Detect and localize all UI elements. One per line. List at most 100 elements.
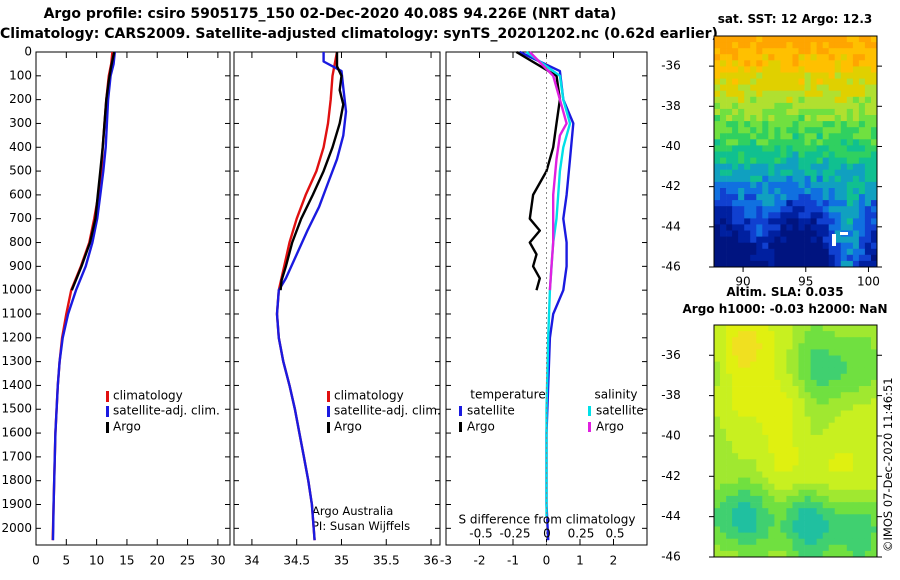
- sla-cell: [786, 471, 793, 478]
- sla-cell: [714, 398, 721, 405]
- sst-cell: [852, 224, 860, 231]
- sla-cell: [714, 428, 721, 436]
- sst-cell: [822, 115, 830, 122]
- sla-cell: [744, 532, 751, 540]
- sst-cell: [871, 54, 878, 61]
- sla-cell: [780, 538, 787, 546]
- sst-cell: [852, 200, 860, 207]
- sla-cell: [714, 447, 721, 454]
- sst-cell: [762, 260, 769, 268]
- sst-cell: [840, 224, 848, 231]
- sst-cell: [750, 242, 757, 250]
- sla-cell: [714, 495, 721, 503]
- legend-temperature-heading: temperature: [470, 388, 545, 402]
- sst-cell: [726, 175, 733, 183]
- sst-y-tick-label: -42: [661, 179, 681, 193]
- sst-cell: [828, 188, 836, 195]
- sla-cell: [720, 495, 727, 503]
- sla-cell: [822, 526, 830, 533]
- sla-cell: [792, 477, 799, 485]
- sla-cell: [750, 459, 757, 466]
- sst-cell: [858, 36, 866, 43]
- sst-cell: [726, 66, 733, 73]
- sla-cell: [804, 502, 811, 509]
- sst-cell: [798, 145, 805, 152]
- sla-cell: [720, 508, 727, 515]
- sst-cell: [871, 230, 878, 237]
- sla-cell: [834, 477, 842, 485]
- sla-cell: [786, 508, 793, 515]
- sla-cell: [864, 392, 872, 399]
- sla-cell: [846, 532, 854, 540]
- sla-cell: [762, 550, 769, 558]
- sst-cell: [822, 248, 830, 256]
- sla-cell: [864, 544, 872, 552]
- sla-cell: [834, 422, 842, 430]
- sla-cell: [738, 544, 745, 552]
- sla-map-title: Altim. SLA: 0.035: [726, 285, 844, 299]
- sst-cell: [726, 36, 733, 43]
- sla-cell: [792, 471, 799, 478]
- sla-cell: [714, 514, 721, 521]
- sla-cell: [738, 508, 745, 515]
- sla-cell: [774, 404, 781, 411]
- sst-cell: [858, 206, 866, 213]
- sla-cell: [744, 526, 751, 533]
- sst-cell: [810, 260, 817, 268]
- sst-cell: [756, 188, 763, 195]
- sst-cell: [816, 96, 823, 104]
- sst-cell: [714, 133, 721, 140]
- sst-cell: [792, 133, 799, 140]
- sst-cell: [840, 218, 848, 225]
- sla-cell: [804, 343, 811, 350]
- legend-label: Argo: [113, 420, 141, 434]
- sla-cell: [792, 532, 799, 540]
- sla-cell: [714, 422, 721, 430]
- sst-cell: [822, 236, 830, 244]
- sst-cell: [828, 54, 836, 61]
- sla-cell: [744, 331, 751, 338]
- sst-cell: [768, 230, 775, 237]
- sla-cell: [834, 550, 842, 558]
- sst-cell: [726, 236, 733, 244]
- sst-y-tick-label: -40: [661, 139, 681, 153]
- sla-cell: [756, 367, 763, 375]
- sst-cell: [798, 206, 805, 213]
- sla-cell: [726, 550, 733, 558]
- sst-cell: [714, 236, 721, 244]
- sst-cell: [768, 78, 775, 86]
- sla-cell: [864, 398, 872, 405]
- sst-cell: [726, 139, 733, 146]
- sst-cell: [732, 139, 739, 146]
- sla-cell: [774, 502, 781, 509]
- y-tick-label: 1600: [1, 426, 32, 440]
- sst-cell: [774, 127, 781, 134]
- sst-cell: [768, 181, 775, 189]
- sla-cell: [852, 379, 860, 387]
- sst-cell: [846, 54, 854, 61]
- sst-cell: [780, 163, 787, 171]
- sst-cell: [774, 254, 781, 262]
- sla-cell: [750, 477, 757, 485]
- sla-cell: [846, 434, 854, 442]
- sla-cell: [792, 489, 799, 497]
- sla-cell: [822, 434, 830, 442]
- sst-cell: [871, 42, 878, 49]
- sst-cell: [864, 218, 872, 225]
- sla-cell: [816, 441, 823, 448]
- sst-cell: [714, 102, 721, 110]
- sst-cell: [732, 36, 739, 43]
- sst-cell: [871, 175, 878, 183]
- sst-cell: [768, 108, 775, 116]
- sst-cell: [774, 42, 781, 49]
- sla-cell: [720, 447, 727, 454]
- sla-cell: [846, 477, 854, 485]
- sst-cell: [804, 181, 811, 189]
- sla-cell: [780, 416, 787, 424]
- sla-cell: [786, 477, 793, 485]
- sst-cell: [726, 224, 733, 231]
- sst-cell: [840, 157, 848, 165]
- sla-cell: [822, 422, 830, 430]
- sst-cell: [714, 242, 721, 250]
- sst-cell: [834, 169, 842, 177]
